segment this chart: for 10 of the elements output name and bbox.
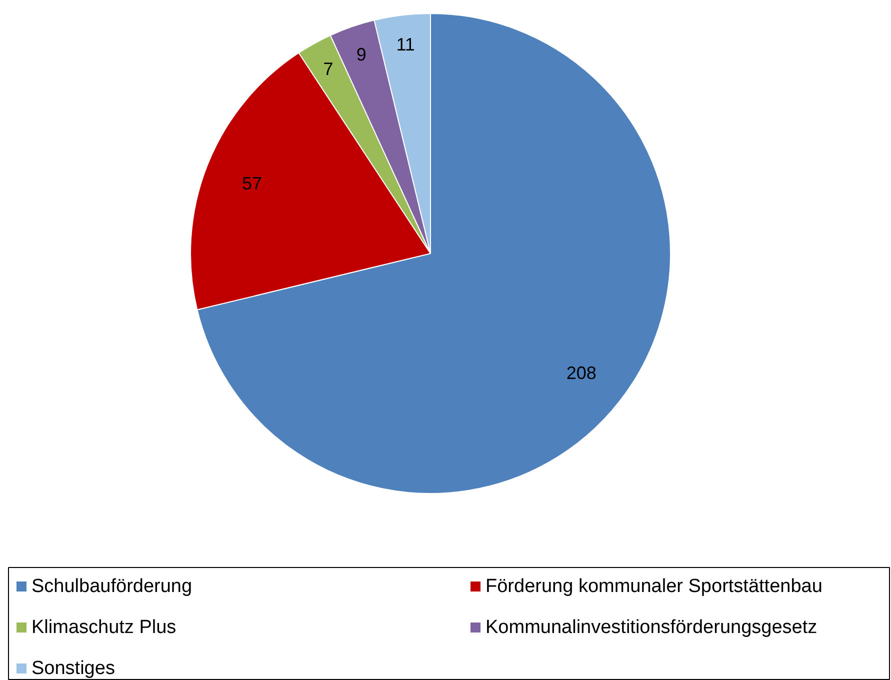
data-label: 208 (566, 362, 596, 383)
data-label: 7 (323, 59, 334, 80)
legend-label: Sonstiges (32, 658, 115, 679)
data-label: 11 (396, 34, 415, 54)
legend-label: Klimaschutz Plus (32, 617, 176, 638)
data-label: 57 (242, 173, 262, 194)
legend-label: Förderung kommunaler Sportstättenbau (486, 576, 822, 597)
legend-label: Schulbauförderung (32, 576, 192, 597)
legend-label: Kommunalinvestitionsförderungsgesetz (486, 617, 818, 638)
data-label: 9 (356, 44, 366, 64)
